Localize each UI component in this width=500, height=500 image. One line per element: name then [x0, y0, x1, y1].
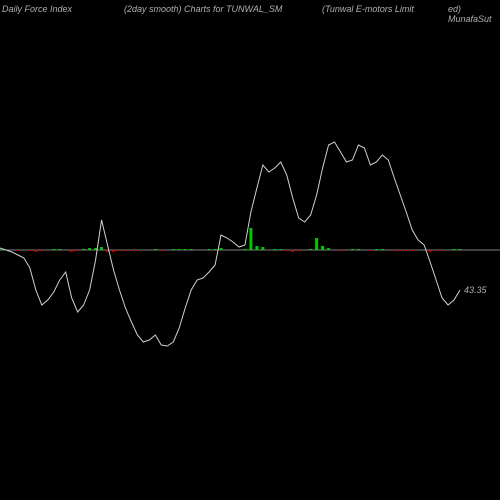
chart-container: Daily Force Index (2day smooth) Charts f…	[0, 0, 500, 500]
price-label: 43.35	[464, 285, 487, 295]
header-right: ed) MunafaSut	[448, 4, 500, 24]
force-index-chart	[0, 0, 500, 500]
header-left: Daily Force Index	[2, 4, 72, 14]
header-center-right: (Tunwal E-motors Limit	[322, 4, 414, 14]
header-center-left: (2day smooth) Charts for TUNWAL_SM	[124, 4, 282, 14]
